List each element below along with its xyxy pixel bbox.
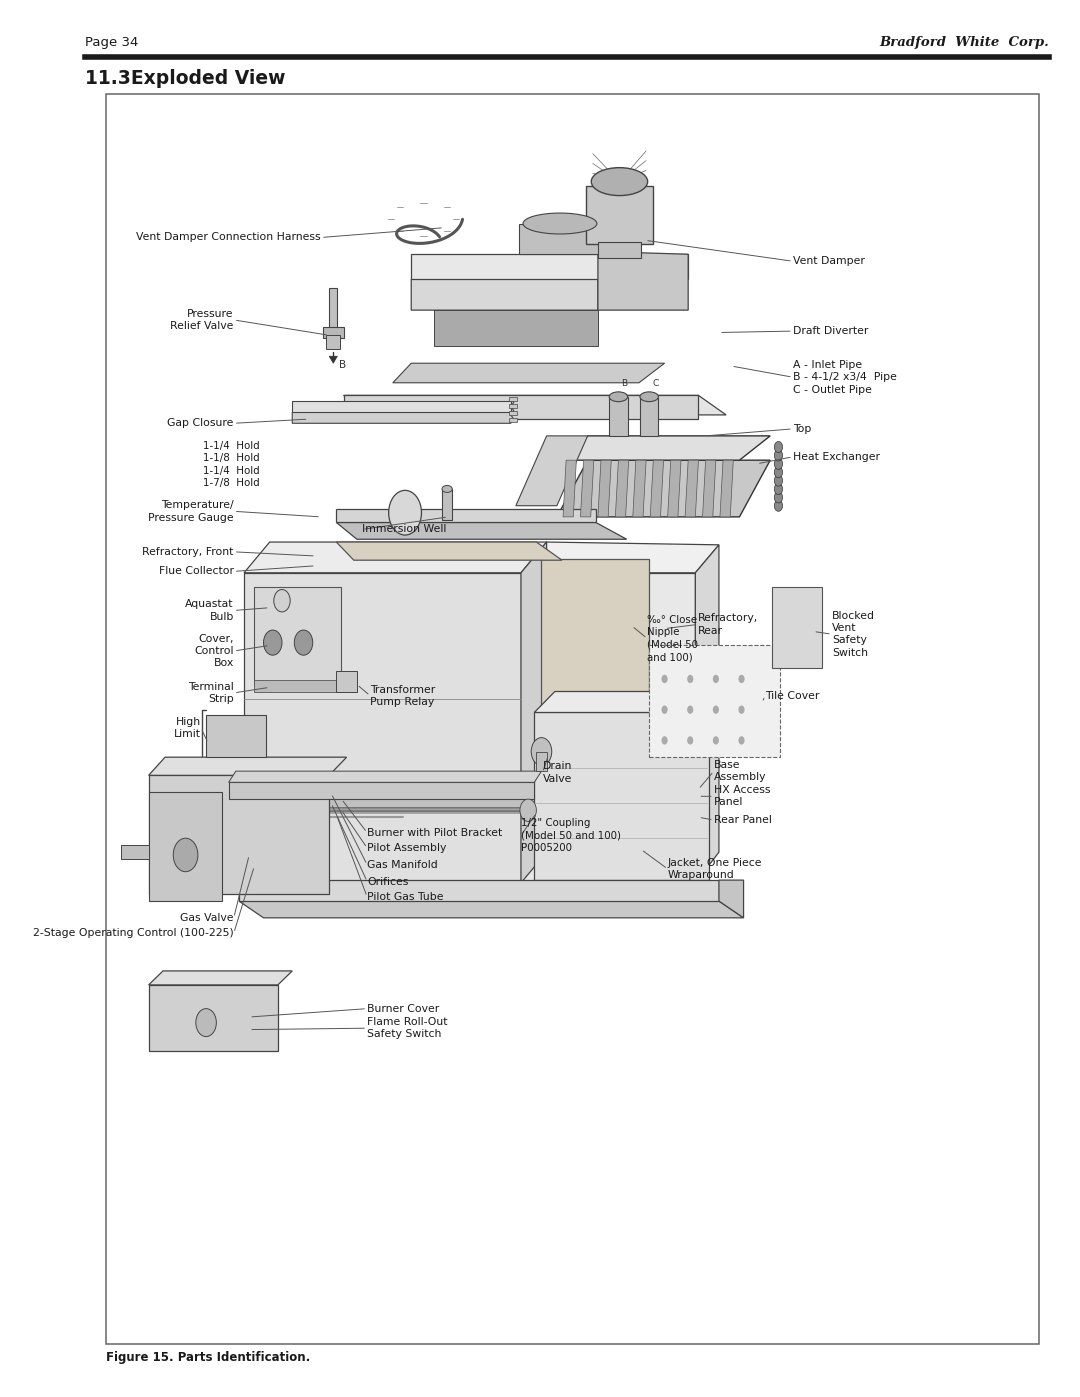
Circle shape (294, 630, 313, 655)
Text: Terminal
Strip: Terminal Strip (188, 682, 233, 704)
Circle shape (662, 736, 667, 745)
Text: Temperature/
Pressure Gauge: Temperature/ Pressure Gauge (148, 500, 233, 522)
Text: Tile Cover: Tile Cover (765, 690, 820, 701)
Polygon shape (244, 542, 546, 573)
Circle shape (739, 705, 744, 714)
Circle shape (389, 490, 421, 535)
Text: Vent Damper: Vent Damper (793, 256, 865, 267)
Text: Top: Top (793, 423, 811, 434)
Polygon shape (411, 251, 598, 310)
Text: High
Limit: High Limit (174, 717, 201, 739)
Circle shape (774, 458, 783, 469)
Polygon shape (633, 460, 646, 517)
Polygon shape (237, 800, 528, 809)
Text: Vent Damper Connection Harness: Vent Damper Connection Harness (136, 232, 321, 243)
Ellipse shape (640, 391, 659, 402)
Circle shape (274, 590, 291, 612)
Circle shape (774, 450, 783, 461)
Circle shape (774, 492, 783, 503)
Text: 1-1/8  Hold: 1-1/8 Hold (203, 453, 259, 464)
Polygon shape (616, 460, 629, 517)
Text: Heat Exchanger: Heat Exchanger (793, 451, 880, 462)
Circle shape (713, 736, 719, 745)
Text: Cover,
Control
Box: Cover, Control Box (194, 634, 233, 668)
Ellipse shape (591, 168, 648, 196)
Polygon shape (336, 509, 596, 522)
Polygon shape (329, 356, 337, 363)
Text: Drain
Valve: Drain Valve (542, 761, 572, 784)
Polygon shape (343, 395, 699, 419)
Circle shape (519, 799, 537, 821)
Polygon shape (121, 845, 149, 859)
Polygon shape (720, 460, 733, 517)
Bar (518, 224, 600, 254)
Polygon shape (149, 775, 329, 894)
Circle shape (687, 736, 693, 745)
Ellipse shape (442, 486, 453, 493)
Polygon shape (521, 542, 546, 883)
Ellipse shape (609, 391, 627, 402)
Text: Flue Collector: Flue Collector (159, 566, 233, 577)
Polygon shape (685, 460, 699, 517)
Polygon shape (237, 803, 528, 812)
Text: Gap Closure: Gap Closure (167, 418, 233, 429)
Text: 1/2" Coupling
(Model 50 and 100)
P0005200: 1/2" Coupling (Model 50 and 100) P000520… (521, 819, 621, 852)
Circle shape (662, 705, 667, 714)
Circle shape (713, 705, 719, 714)
Text: HX Access
Panel: HX Access Panel (714, 785, 770, 807)
Bar (772, 587, 822, 668)
Polygon shape (293, 398, 514, 423)
Text: Blocked
Vent
Safety
Switch: Blocked Vent Safety Switch (832, 610, 875, 658)
Polygon shape (239, 901, 743, 918)
Polygon shape (237, 799, 528, 807)
Text: Pressure
Relief Valve: Pressure Relief Valve (171, 309, 233, 331)
Text: Orifices: Orifices (367, 876, 408, 887)
Polygon shape (719, 880, 743, 918)
Bar (509, 397, 517, 401)
Bar (537, 752, 546, 771)
Polygon shape (563, 460, 577, 517)
Text: Bradford  White  Corp.: Bradford White Corp. (879, 36, 1050, 49)
Circle shape (179, 810, 216, 861)
Circle shape (739, 736, 744, 745)
Bar (585, 186, 653, 244)
Text: Pilot Assembly: Pilot Assembly (367, 842, 446, 854)
Text: 1-7/8  Hold: 1-7/8 Hold (203, 478, 259, 489)
Polygon shape (229, 782, 535, 799)
Polygon shape (580, 460, 594, 517)
Circle shape (687, 705, 693, 714)
Bar (329, 288, 337, 332)
Text: 11.3Exploded View: 11.3Exploded View (85, 68, 285, 88)
Text: Pilot Gas Tube: Pilot Gas Tube (367, 891, 444, 902)
Polygon shape (336, 522, 626, 539)
Bar (640, 397, 659, 436)
Circle shape (713, 675, 719, 683)
Polygon shape (521, 573, 696, 883)
Circle shape (195, 1009, 216, 1037)
Polygon shape (239, 880, 719, 901)
Ellipse shape (523, 214, 597, 233)
Bar (442, 489, 453, 520)
Polygon shape (336, 542, 562, 560)
Polygon shape (393, 363, 664, 383)
Text: Flame Roll-Out
Safety Switch: Flame Roll-Out Safety Switch (367, 1017, 447, 1039)
Bar (206, 715, 266, 757)
Text: A - Inlet Pipe
B - 4-1/2 x3/4  Pipe
C - Outlet Pipe: A - Inlet Pipe B - 4-1/2 x3/4 Pipe C - O… (793, 360, 896, 394)
Text: Rear Panel: Rear Panel (714, 814, 772, 826)
Polygon shape (149, 971, 293, 985)
Text: 2-Stage Operating Control (100-225): 2-Stage Operating Control (100-225) (33, 928, 233, 939)
Polygon shape (696, 545, 719, 883)
Bar (336, 671, 356, 692)
Text: Page 34: Page 34 (85, 36, 138, 49)
Text: C: C (652, 380, 659, 388)
Polygon shape (149, 757, 347, 775)
Text: Aquastat
Bulb: Aquastat Bulb (186, 599, 233, 622)
Polygon shape (516, 436, 588, 506)
Circle shape (774, 467, 783, 478)
Polygon shape (293, 401, 511, 412)
Text: ‰° Close
Nipple
(Model 50
and 100): ‰° Close Nipple (Model 50 and 100) (647, 615, 698, 662)
Polygon shape (535, 712, 708, 880)
Polygon shape (149, 824, 177, 845)
Bar (323, 327, 343, 338)
Polygon shape (434, 310, 598, 346)
